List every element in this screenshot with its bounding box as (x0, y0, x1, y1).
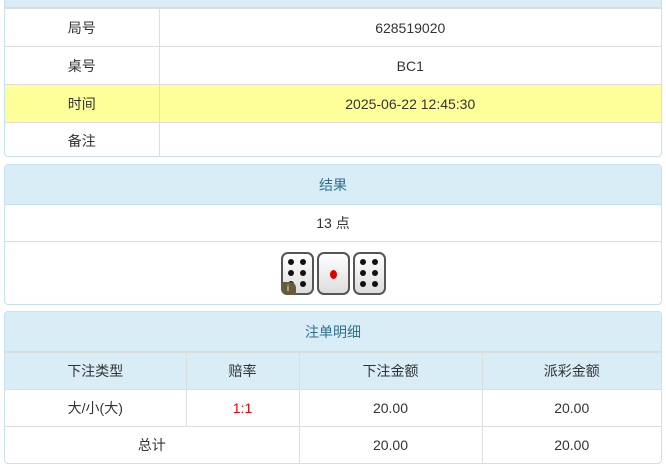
label-table: 桌号 (5, 46, 160, 85)
die-pip (371, 280, 378, 287)
value-round: 628519020 (158, 8, 661, 47)
value-table: BC1 (158, 46, 661, 85)
col-payout: 派彩金额 (481, 352, 661, 390)
total-label: 总计 (5, 426, 300, 463)
table-row: 大/小(大) 1:1 20.00 20.00 (5, 389, 661, 427)
die-pip (288, 259, 295, 266)
bet-detail-title: 注单明细 (5, 312, 661, 352)
result-title: 结果 (5, 165, 661, 205)
col-bet-type: 下注类型 (5, 352, 187, 390)
label-round: 局号 (5, 8, 160, 47)
col-odds: 赔率 (185, 352, 300, 390)
total-amount: 20.00 (298, 426, 483, 463)
info-badge-icon[interactable]: i (280, 281, 296, 295)
value-note (158, 122, 661, 156)
die-pip (371, 259, 378, 266)
die-pip (288, 270, 295, 276)
col-bet-amount: 下注金额 (298, 352, 483, 390)
die-pip (299, 259, 306, 266)
bet-detail-panel: 注单明细 下注类型 赔率 下注金额 派彩金额 大/小(大) 1:1 20.00 … (4, 311, 662, 464)
bet-type: 大/小(大) (5, 389, 187, 427)
total-payout: 20.00 (481, 426, 661, 463)
die-6 (352, 251, 386, 295)
die-1 (316, 251, 350, 295)
die-pip (299, 280, 306, 287)
label-note: 备注 (5, 122, 160, 156)
bet-payout: 20.00 (481, 389, 661, 427)
result-panel: 结果 13 点 i (4, 164, 662, 305)
die-pip (299, 270, 306, 276)
die-pip (360, 280, 367, 287)
value-time: 2025-06-22 12:45:30 (158, 84, 661, 123)
die-pip (371, 270, 378, 276)
total-row: 总计 20.00 20.00 (5, 426, 661, 463)
die-6: i (280, 251, 314, 295)
die-pip (330, 270, 337, 279)
die-pip (360, 270, 367, 276)
result-points: 13 点 (5, 205, 661, 242)
dice-row: i (5, 242, 661, 304)
bet-odds: 1:1 (185, 389, 300, 427)
round-info-panel: 局号 628519020 桌号 BC1 时间 2025-06-22 12:45:30 … (4, 0, 662, 157)
die-pip (360, 259, 367, 266)
label-time: 时间 (5, 84, 160, 123)
bet-amount: 20.00 (298, 389, 483, 427)
